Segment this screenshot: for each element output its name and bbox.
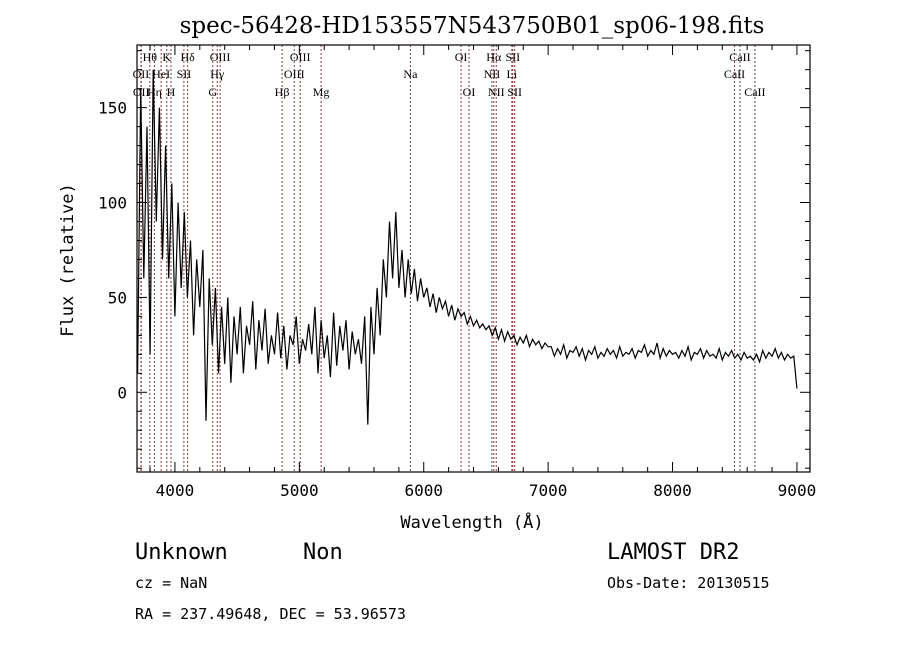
line-label: OII [133, 67, 150, 81]
survey-label: LAMOST DR2 [607, 540, 739, 565]
y-tick-label: 100 [98, 194, 127, 213]
line-label: Hγ [210, 67, 225, 81]
redshift-cz: cz = NaN [135, 574, 207, 592]
y-tick-label: 0 [117, 383, 127, 402]
ra-dec: RA = 237.49648, DEC = 53.96573 [135, 605, 406, 623]
line-label: Hα [486, 50, 502, 64]
x-axis-label: Wavelength (Å) [400, 511, 543, 533]
line-label: Mg [313, 85, 330, 99]
y-tick-label: 150 [98, 99, 127, 118]
line-label: NII [484, 67, 501, 81]
line-label: Hβ [275, 85, 290, 99]
line-label: OI [455, 50, 468, 64]
x-tick-label: 5000 [280, 481, 319, 500]
line-label: OIII [290, 50, 311, 64]
spectrum-line [137, 69, 798, 425]
line-label: CaII [729, 50, 750, 64]
chart-title: spec-56428-HD153557N543750B01_sp06-198.f… [180, 13, 765, 39]
line-label: Na [403, 67, 418, 81]
line-label: Hθ [143, 50, 158, 64]
obs-date: Obs-Date: 20130515 [607, 574, 770, 592]
x-tick-label: 6000 [404, 481, 443, 500]
x-tick-label: 4000 [156, 481, 195, 500]
y-axis-label: Flux (relative) [58, 183, 78, 337]
line-label: SII [507, 85, 522, 99]
line-label: K [162, 50, 171, 64]
line-label: OIII [284, 67, 305, 81]
line-label: Li [506, 67, 517, 81]
line-label: Hη [147, 85, 162, 99]
y-tick-label: 50 [108, 288, 127, 307]
line-label: H [167, 85, 176, 99]
line-label: CaII [744, 85, 765, 99]
line-label: OI [463, 85, 476, 99]
line-label: CaII [724, 67, 745, 81]
object-subclass: Non [303, 540, 343, 565]
x-tick-label: 7000 [529, 481, 568, 500]
x-tick-label: 8000 [653, 481, 692, 500]
line-label: G [208, 85, 217, 99]
line-label: NII [488, 85, 505, 99]
line-label: HeI [152, 67, 170, 81]
line-label: Hδ [180, 50, 195, 64]
object-class: Unknown [135, 540, 228, 565]
x-tick-label: 9000 [778, 481, 817, 500]
line-label: SII [505, 50, 520, 64]
plot-frame [136, 44, 811, 473]
axis-ticks: 4000 5000 6000 7000 8000 9000 0 50 100 150 [98, 45, 816, 500]
line-label: OIII [210, 50, 231, 64]
line-markers [140, 45, 756, 472]
line-label: SII [177, 67, 192, 81]
